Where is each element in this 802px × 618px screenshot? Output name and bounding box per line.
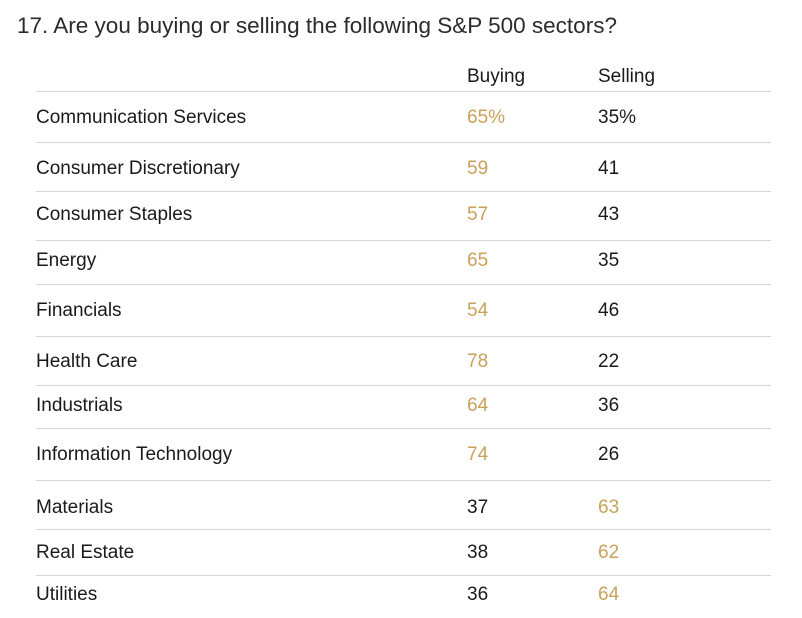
buying-value: 54 (467, 300, 489, 321)
sector-name: Consumer Staples (36, 204, 193, 225)
survey-table: Buying Selling Communication Services 65%… (36, 64, 771, 616)
sector-name: Utilities (36, 584, 98, 605)
question-title: 17. Are you buying or selling the follow… (17, 13, 617, 38)
selling-value: 36 (598, 395, 620, 416)
sector-name: Energy (36, 250, 97, 271)
buying-value: 64 (467, 395, 489, 416)
buying-value: 74 (467, 444, 489, 465)
sector-name: Industrials (36, 395, 123, 416)
table-row: Communication Services 65% 35% (36, 92, 771, 143)
buying-value: 65% (467, 107, 506, 128)
buying-value: 57 (467, 204, 489, 225)
selling-value: 62 (598, 542, 620, 563)
table-row: Financials 54 46 (36, 285, 771, 337)
selling-value: 43 (598, 204, 620, 225)
selling-value: 35 (598, 250, 620, 271)
table-row: Consumer Staples 57 43 (36, 192, 771, 241)
table-row: Consumer Discretionary 59 41 (36, 143, 771, 192)
buying-value: 59 (467, 158, 489, 179)
selling-value: 41 (598, 158, 620, 179)
table-row: Real Estate 38 62 (36, 530, 771, 576)
buying-value: 38 (467, 542, 489, 563)
table-row: Utilities 36 64 (36, 576, 771, 616)
table-row: Energy 65 35 (36, 241, 771, 285)
buying-value: 37 (467, 497, 489, 518)
buying-value: 78 (467, 351, 489, 372)
table-row: Health Care 78 22 (36, 337, 771, 386)
selling-value: 35% (598, 107, 637, 128)
table-body: Communication Services 65% 35% Consumer Dis… (36, 92, 771, 616)
sector-name: Health Care (36, 351, 138, 372)
selling-value: 26 (598, 444, 620, 465)
table-row: Industrials 64 36 (36, 386, 771, 429)
sector-name: Financials (36, 300, 122, 321)
sector-name: Communication Services (36, 107, 247, 128)
selling-value: 63 (598, 497, 620, 518)
column-header-buying: Buying (467, 66, 526, 87)
table-header: Buying Selling (36, 64, 771, 92)
selling-value: 64 (598, 584, 620, 605)
column-header-selling: Selling (598, 66, 656, 87)
sector-name: Information Technology (36, 444, 233, 465)
sector-name: Consumer Discretionary (36, 158, 240, 179)
table-row: Information Technology 74 26 (36, 429, 771, 481)
sector-name: Real Estate (36, 542, 135, 563)
sector-name: Materials (36, 497, 114, 518)
selling-value: 46 (598, 300, 620, 321)
buying-value: 36 (467, 584, 489, 605)
selling-value: 22 (598, 351, 620, 372)
buying-value: 65 (467, 250, 489, 271)
table-row: Materials 37 63 (36, 481, 771, 530)
